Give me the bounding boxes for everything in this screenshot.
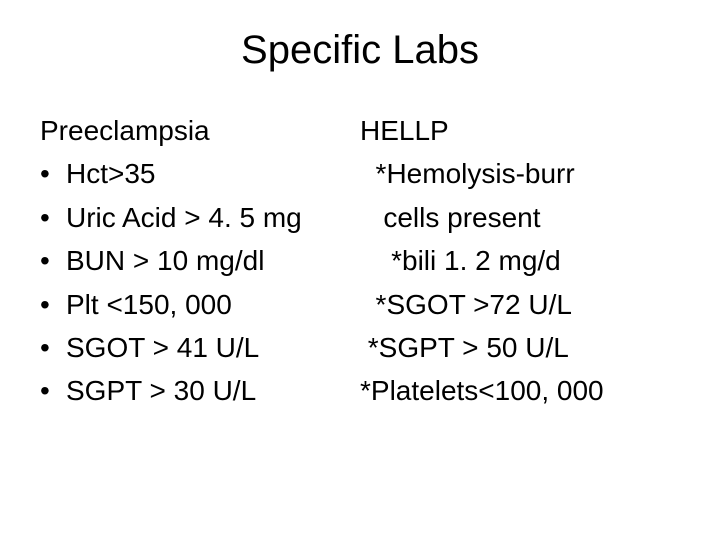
list-item-text: Hct>35 bbox=[66, 152, 156, 195]
list-item-text: SGPT > 30 U/L bbox=[66, 369, 256, 412]
right-line: *Hemolysis-burr bbox=[360, 152, 680, 195]
bullet-icon: • bbox=[40, 283, 66, 326]
right-heading: HELLP bbox=[360, 109, 680, 152]
list-item: • SGOT > 41 U/L bbox=[40, 326, 360, 369]
list-item: • SGPT > 30 U/L bbox=[40, 369, 360, 412]
list-item: • Hct>35 bbox=[40, 152, 360, 195]
right-line: *Platelets<100, 000 bbox=[360, 369, 680, 412]
right-line: *SGOT >72 U/L bbox=[360, 283, 680, 326]
list-item-text: Plt <150, 000 bbox=[66, 283, 232, 326]
list-item: • Plt <150, 000 bbox=[40, 283, 360, 326]
right-line: *bili 1. 2 mg/d bbox=[360, 239, 680, 282]
columns: Preeclampsia • Hct>35 • Uric Acid > 4. 5… bbox=[40, 109, 680, 413]
left-column: Preeclampsia • Hct>35 • Uric Acid > 4. 5… bbox=[40, 109, 360, 413]
right-line: *SGPT > 50 U/L bbox=[360, 326, 680, 369]
list-item: • BUN > 10 mg/dl bbox=[40, 239, 360, 282]
bullet-icon: • bbox=[40, 239, 66, 282]
right-line: cells present bbox=[360, 196, 680, 239]
slide: Specific Labs Preeclampsia • Hct>35 • Ur… bbox=[0, 0, 720, 540]
slide-title: Specific Labs bbox=[40, 28, 680, 73]
left-heading: Preeclampsia bbox=[40, 109, 360, 152]
list-item-text: BUN > 10 mg/dl bbox=[66, 239, 264, 282]
bullet-icon: • bbox=[40, 326, 66, 369]
bullet-icon: • bbox=[40, 152, 66, 195]
bullet-icon: • bbox=[40, 196, 66, 239]
list-item-text: Uric Acid > 4. 5 mg bbox=[66, 196, 302, 239]
right-column: HELLP *Hemolysis-burr cells present *bil… bbox=[360, 109, 680, 413]
list-item: • Uric Acid > 4. 5 mg bbox=[40, 196, 360, 239]
list-item-text: SGOT > 41 U/L bbox=[66, 326, 259, 369]
bullet-icon: • bbox=[40, 369, 66, 412]
